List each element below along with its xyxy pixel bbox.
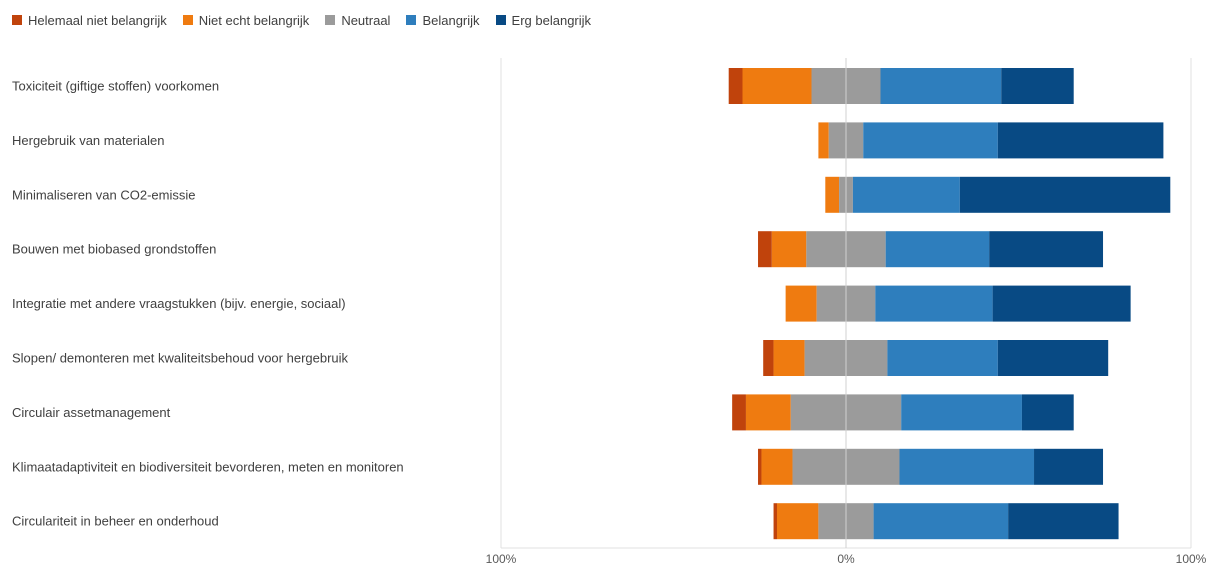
legend-swatch-3 [406, 15, 417, 25]
legend-item-1: Niet echt belangrijk [182, 12, 310, 28]
legend-label-0: Helemaal niet belangrijk [28, 12, 167, 28]
legend-item-3: Belangrijk [406, 12, 480, 28]
bar-segment-8-0 [773, 503, 777, 540]
bar-segment-4-4 [992, 285, 1131, 322]
bar-segment-4-1 [785, 285, 817, 322]
legend-label-3: Belangrijk [422, 12, 480, 28]
category-label-5: Slopen/ demonteren met kwaliteitsbehoud … [12, 351, 349, 366]
bar-segment-8-4 [1008, 503, 1119, 540]
x-tick-label-1: 0% [837, 552, 855, 565]
bar-segment-7-4 [1034, 448, 1104, 485]
legend-label-1: Niet echt belangrijk [198, 12, 310, 28]
bar-segment-4-3 [875, 285, 993, 322]
bar-segment-7-0 [758, 448, 762, 485]
legend-label-2: Neutraal [341, 12, 391, 28]
bar-segment-7-3 [899, 448, 1035, 485]
bar-segment-6-0 [732, 394, 746, 431]
bar-segment-3-3 [885, 231, 990, 268]
bar-segment-5-1 [773, 340, 805, 376]
category-label-8: Circulariteit in beheer en onderhoud [12, 514, 219, 529]
bar-segment-6-1 [745, 394, 791, 431]
legend-item-2: Neutraal [325, 13, 390, 28]
bar-segment-0-3 [880, 68, 1002, 104]
bar-segment-5-4 [997, 340, 1109, 376]
legend-label-4: Erg belangrijk [511, 12, 592, 28]
legend-swatch-4 [495, 15, 506, 25]
bar-segment-1-1 [818, 122, 829, 159]
chart-legend: Helemaal niet belangrijk Niet echt belang… [12, 10, 607, 30]
bar-segment-1-4 [997, 122, 1164, 159]
bar-segment-2-3 [852, 176, 960, 213]
bar-segment-5-3 [887, 340, 998, 376]
legend-swatch-0 [12, 15, 22, 25]
bar-segment-5-0 [763, 340, 774, 376]
bar-segment-1-3 [863, 122, 998, 159]
category-label-3: Bouwen met biobased grondstoffen [12, 242, 216, 257]
bar-segment-3-4 [989, 231, 1104, 268]
legend-swatch-2 [325, 15, 336, 25]
bar-segment-0-0 [728, 68, 743, 104]
category-label-4: Integratie met andere vraagstukken (bijv… [12, 296, 346, 311]
legend-item-4: Erg belangrijk [495, 12, 592, 28]
x-tick-label-2: 100% [1176, 552, 1207, 565]
legend-item-0: Helemaal niet belangrijk [12, 13, 167, 28]
bar-segment-0-4 [1001, 68, 1074, 104]
category-label-6: Circulair assetmanagement [12, 405, 171, 420]
bar-segment-2-1 [825, 176, 840, 213]
bar-segment-6-4 [1021, 394, 1074, 431]
bar-segment-0-1 [742, 68, 812, 104]
category-label-7: Klimaatadaptiviteit en biodiversiteit be… [12, 459, 404, 474]
bar-segment-8-1 [777, 503, 819, 540]
bar-segment-3-1 [771, 231, 807, 268]
bar-segment-2-4 [959, 176, 1171, 213]
category-label-1: Hergebruik van materialen [12, 133, 164, 148]
bar-segment-7-1 [761, 448, 793, 485]
legend-swatch-1 [182, 15, 193, 25]
bar-segment-6-3 [901, 394, 1022, 431]
category-label-2: Minimaliseren van CO2-emissie [12, 187, 196, 202]
bar-segment-3-0 [758, 231, 772, 268]
bar-segment-8-3 [873, 503, 1009, 540]
category-label-0: Toxiciteit (giftige stoffen) voorkomen [12, 79, 219, 94]
x-tick-label-0: 100% [486, 552, 517, 565]
